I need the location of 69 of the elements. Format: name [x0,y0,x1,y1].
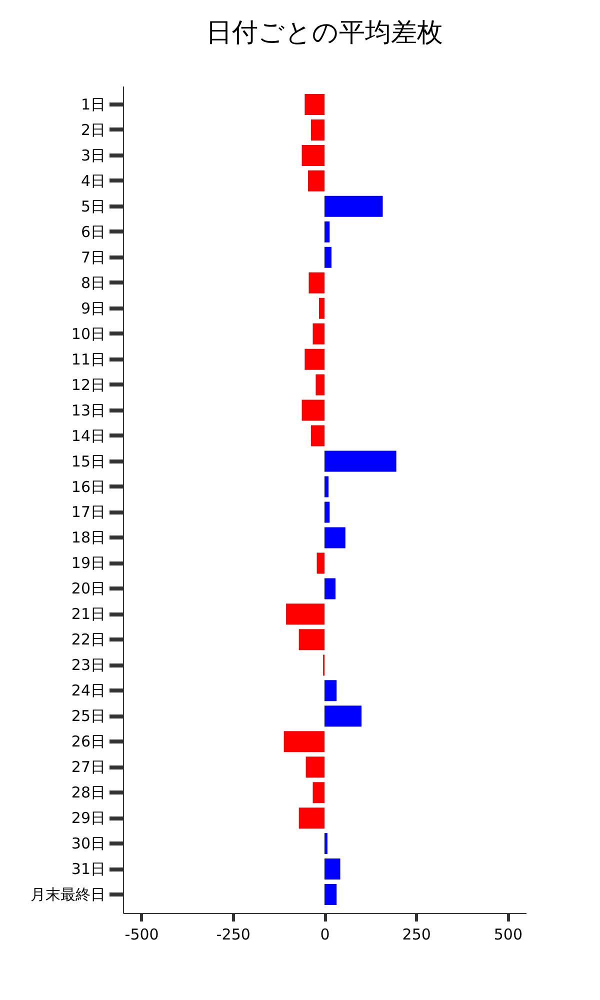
bar [284,731,324,752]
bar [316,552,324,574]
y-tick-label: 1日 [80,95,106,114]
bar [298,629,324,650]
bar [312,782,324,804]
bar [312,323,324,344]
bar [308,170,324,192]
y-tick-label: 13日 [71,401,106,420]
y-tick-label: 14日 [71,426,106,445]
y-tick-label: 23日 [71,656,106,674]
y-tick-label: 7日 [80,248,106,266]
y-tick-label: 17日 [71,503,106,522]
y-tick-label: 18日 [71,528,106,547]
x-tick-label: 250 [402,926,431,944]
y-tick-label: 21日 [71,605,106,624]
bar [324,246,332,268]
bar [324,706,362,727]
y-tick-label: 26日 [71,732,106,751]
y-tick-label: 6日 [80,222,106,241]
y-tick-label: 19日 [71,554,106,572]
y-tick-label: 28日 [71,784,106,802]
bar [324,578,336,600]
y-tick-label: 24日 [71,682,106,700]
y-tick-label: 22日 [71,630,106,649]
bar [302,400,324,421]
chart-title: 日付ごとの平均差枚 [206,18,443,48]
y-tick-label: 月末最終日 [30,886,106,904]
y-tick-label: 15日 [71,452,106,470]
bar [319,298,324,319]
y-tick-label: 29日 [71,809,106,828]
bar [308,272,324,294]
bar [310,425,324,446]
bar [324,450,396,472]
y-tick-label: 3日 [80,146,106,164]
bar [324,884,337,906]
bar [324,196,383,217]
bar [306,756,324,778]
bar [304,94,324,115]
bar [324,502,330,523]
y-tick-label: 31日 [71,860,106,878]
y-tick-label: 2日 [80,120,106,139]
bar [324,858,340,880]
y-tick-label: 27日 [71,758,106,776]
x-tick-label: -500 [124,926,159,944]
x-tick-label: 500 [494,926,522,944]
y-tick-label: 5日 [80,197,106,216]
y-tick-label: 9日 [80,299,106,318]
x-tick-label: -250 [216,926,250,944]
bar [298,808,324,829]
y-tick-label: 10日 [71,324,106,343]
y-tick-label: 20日 [71,580,106,598]
y-tick-label: 4日 [80,172,106,190]
bar [316,374,324,396]
bar [302,144,324,166]
bar [324,527,346,548]
bar [324,221,330,242]
y-tick-label: 12日 [71,376,106,394]
bar [324,833,328,854]
x-tick-label: 0 [320,926,330,944]
bar [304,348,324,370]
y-tick-label: 16日 [71,478,106,496]
bar [286,604,324,625]
bar [324,680,337,702]
bar [324,476,329,498]
y-tick-label: 25日 [71,707,106,726]
y-tick-label: 30日 [71,834,106,853]
bar [310,119,324,140]
y-tick-label: 11日 [71,350,106,368]
y-tick-label: 8日 [80,274,106,292]
